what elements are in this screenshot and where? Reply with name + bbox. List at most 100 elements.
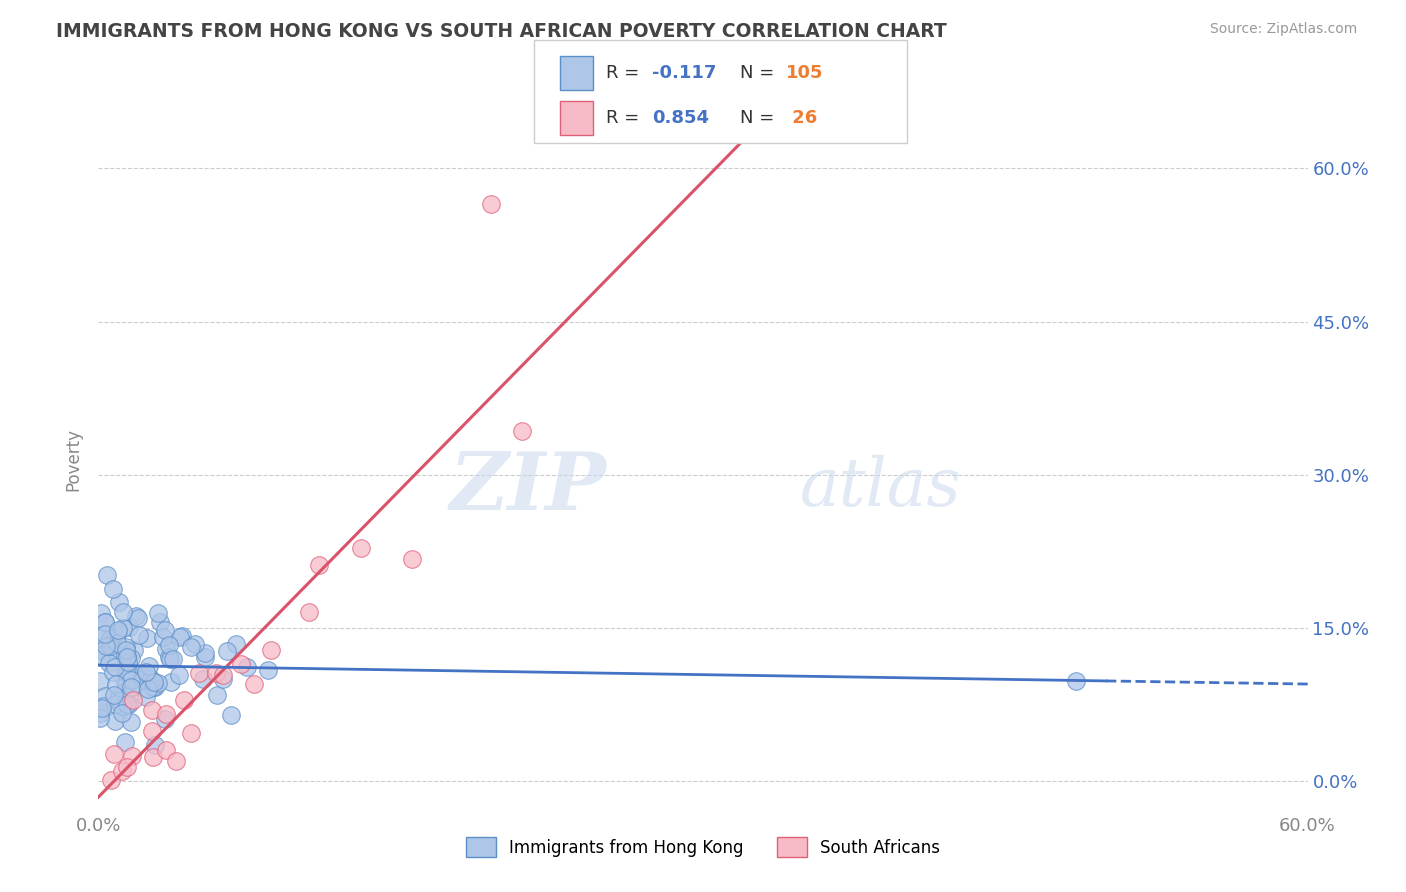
- Point: [104, 676, 127, 690]
- Point: [98, 656, 121, 670]
- Point: [89, 711, 111, 725]
- Text: ZIP: ZIP: [450, 449, 606, 526]
- Point: [256, 663, 278, 677]
- Point: [128, 667, 150, 681]
- Point: [401, 551, 423, 566]
- Point: [132, 672, 155, 686]
- Point: [157, 638, 180, 652]
- Point: [104, 660, 127, 674]
- Point: [114, 642, 136, 657]
- Point: [308, 558, 330, 572]
- Point: [143, 680, 166, 694]
- Point: [225, 637, 247, 651]
- Point: [180, 726, 202, 740]
- Point: [148, 607, 170, 621]
- Point: [90, 648, 112, 662]
- Point: [510, 425, 533, 439]
- Point: [115, 698, 138, 712]
- Point: [112, 606, 135, 620]
- Point: [100, 773, 122, 788]
- Point: [157, 650, 180, 665]
- Point: [162, 651, 184, 665]
- Point: [135, 665, 157, 679]
- Point: [170, 629, 193, 643]
- Point: [236, 660, 259, 674]
- Point: [114, 665, 136, 679]
- Point: [128, 627, 150, 641]
- Point: [120, 673, 142, 687]
- Point: [103, 747, 125, 761]
- Point: [114, 648, 136, 663]
- Point: [138, 671, 160, 685]
- Point: [98, 632, 121, 647]
- Point: [98, 639, 121, 653]
- Text: 26: 26: [786, 109, 817, 127]
- Point: [221, 708, 243, 723]
- Point: [89, 674, 111, 689]
- Text: atlas: atlas: [800, 455, 962, 520]
- Point: [194, 646, 217, 660]
- Point: [243, 676, 266, 690]
- Point: [96, 568, 118, 582]
- Point: [112, 694, 135, 708]
- Point: [108, 595, 131, 609]
- Point: [105, 635, 128, 649]
- Text: IMMIGRANTS FROM HONG KONG VS SOUTH AFRICAN POVERTY CORRELATION CHART: IMMIGRANTS FROM HONG KONG VS SOUTH AFRIC…: [56, 22, 948, 41]
- Point: [125, 608, 148, 623]
- Point: [180, 640, 202, 655]
- Point: [107, 624, 129, 638]
- Point: [120, 714, 142, 729]
- Point: [114, 674, 136, 689]
- Point: [101, 634, 124, 648]
- Point: [115, 760, 138, 774]
- Point: [205, 666, 228, 681]
- Point: [90, 606, 112, 620]
- Point: [90, 701, 112, 715]
- Text: R =: R =: [606, 109, 645, 127]
- Point: [111, 698, 134, 713]
- Point: [142, 680, 165, 694]
- Point: [93, 615, 115, 629]
- Point: [141, 703, 163, 717]
- Point: [193, 673, 215, 687]
- Text: N =: N =: [740, 109, 779, 127]
- Point: [184, 637, 207, 651]
- Point: [115, 640, 138, 654]
- Point: [159, 675, 181, 690]
- Point: [145, 738, 167, 752]
- Point: [159, 652, 181, 666]
- Text: 105: 105: [786, 63, 824, 82]
- Point: [211, 672, 233, 686]
- Point: [205, 688, 228, 702]
- Point: [167, 667, 190, 681]
- Point: [103, 689, 125, 703]
- Text: N =: N =: [740, 63, 779, 82]
- Point: [141, 724, 163, 739]
- Point: [155, 641, 177, 656]
- Legend: Immigrants from Hong Kong, South Africans: Immigrants from Hong Kong, South African…: [460, 830, 946, 863]
- Point: [148, 675, 170, 690]
- Point: [298, 605, 321, 619]
- Point: [143, 674, 166, 689]
- Point: [215, 644, 238, 658]
- Point: [101, 582, 124, 596]
- Point: [108, 698, 131, 712]
- Point: [103, 641, 125, 656]
- Point: [118, 697, 141, 711]
- Point: [350, 541, 373, 555]
- Point: [127, 610, 149, 624]
- Point: [112, 686, 135, 700]
- Point: [155, 706, 177, 721]
- Point: [94, 615, 117, 629]
- Point: [165, 754, 187, 768]
- Point: [155, 743, 177, 757]
- Point: [90, 644, 112, 658]
- Point: [91, 631, 114, 645]
- Point: [111, 764, 134, 779]
- Point: [153, 623, 176, 637]
- Point: [481, 197, 503, 211]
- Point: [136, 681, 159, 696]
- Point: [142, 750, 165, 764]
- Point: [94, 689, 117, 703]
- Point: [108, 689, 131, 703]
